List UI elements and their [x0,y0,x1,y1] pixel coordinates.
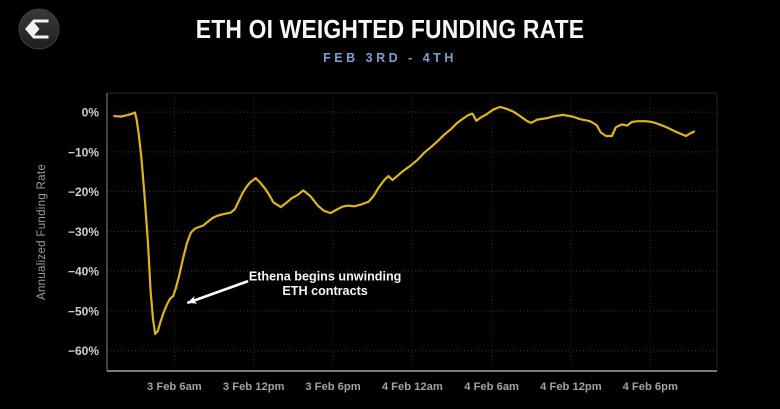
y-tick-label: 0% [82,106,100,120]
x-tick-label: 4 Feb 6pm [623,381,678,393]
y-tick-label: −30% [68,225,99,239]
funding-rate-line [113,105,696,336]
y-tick-label: −50% [68,304,99,318]
annotation-text-line: Ethena begins unwinding [249,270,402,284]
tick-labels: 0% −10% −20% −30% −40% −50% −60% 3 Feb 6am 3 Feb… [68,106,678,393]
x-tick-label: 3 Feb 12pm [223,381,285,393]
chart-title: ETH OI WEIGHTED FUNDING RATE [195,14,585,44]
x-tick-label: 4 Feb 12am [382,381,443,393]
y-tick-label: −60% [68,344,99,358]
sigma-diamond-logo-icon [18,8,60,50]
y-tick-label: −10% [68,145,99,159]
chart-subtitle: FEB 3RD - 4TH [323,51,457,65]
annotation-arrow [186,280,249,304]
axes [106,92,718,372]
y-tick-label: −40% [68,265,99,279]
x-tick-label: 3 Feb 6am [147,381,202,393]
x-tick-label: 4 Feb 6am [464,381,519,393]
series-lines [113,105,696,336]
gridlines [107,93,717,371]
brand-logo [17,7,61,51]
x-tick-label: 4 Feb 12pm [540,381,602,393]
annotation-text-line: ETH contracts [282,284,367,298]
y-tick-label: −20% [68,185,99,199]
x-tick-label: 3 Feb 6pm [305,381,360,393]
